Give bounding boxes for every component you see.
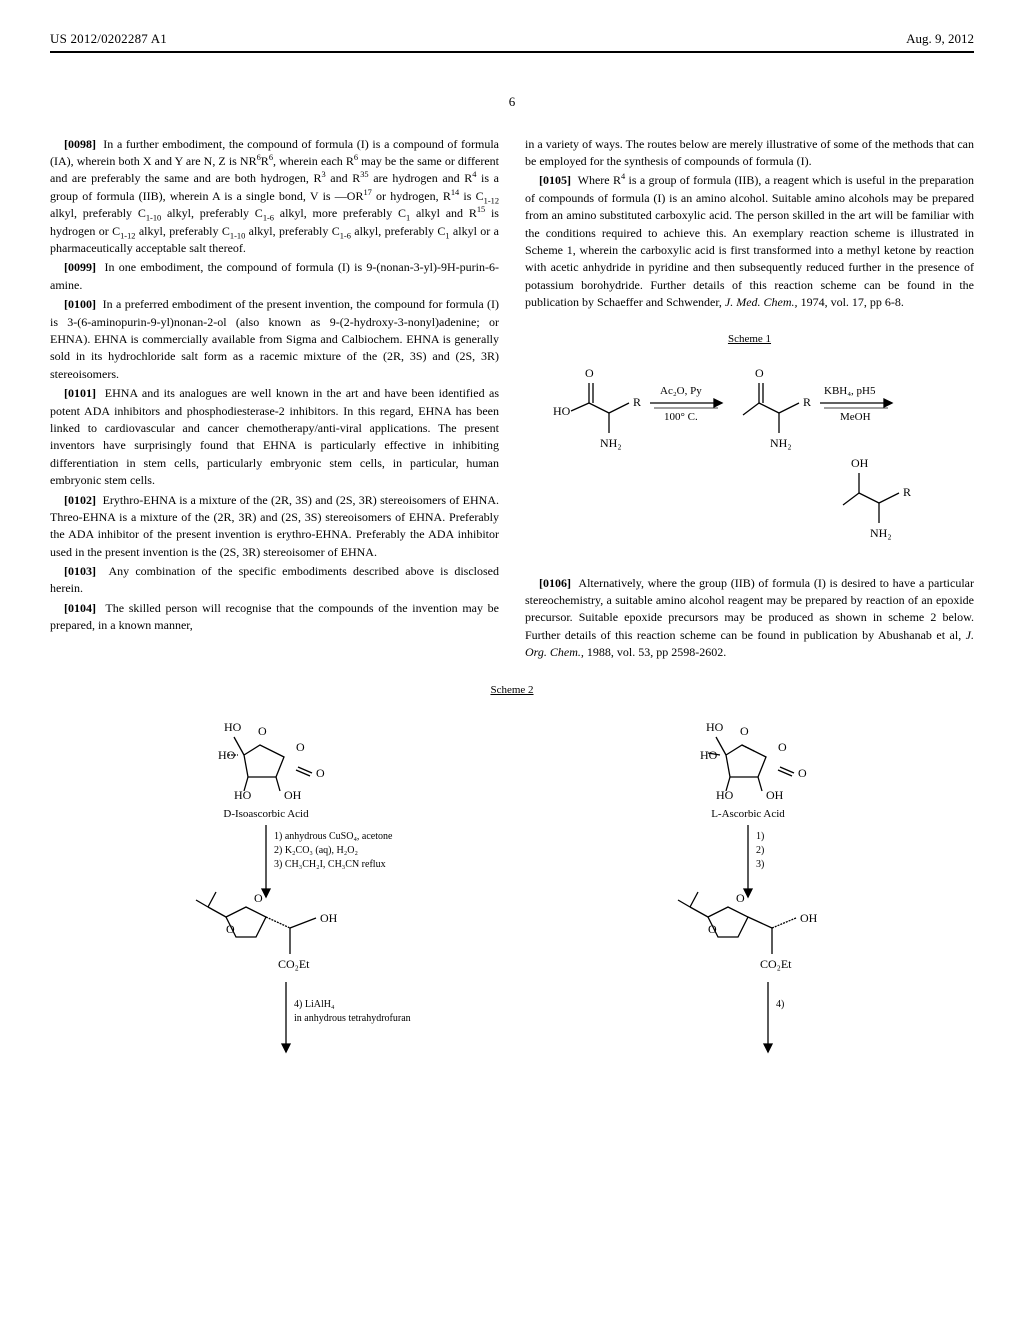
page-number: 6 xyxy=(50,93,974,112)
svg-text:Ac₂O, Py: Ac₂O, Py xyxy=(660,385,702,397)
scheme-2-label: Scheme 2 xyxy=(50,683,974,699)
svg-text:O: O xyxy=(316,766,325,780)
para-number: [0101] xyxy=(64,386,96,400)
svg-text:O: O xyxy=(254,891,263,905)
paragraph: in a variety of ways. The routes below a… xyxy=(525,136,974,171)
para-number: [0103] xyxy=(64,564,96,578)
right-column: in a variety of ways. The routes below a… xyxy=(525,136,974,664)
para-number: [0100] xyxy=(64,297,96,311)
svg-text:R: R xyxy=(633,395,641,409)
para-number: [0106] xyxy=(539,576,571,590)
svg-text:R: R xyxy=(803,395,811,409)
svg-text:MeOH: MeOH xyxy=(840,411,871,423)
svg-text:R: R xyxy=(903,485,911,499)
svg-text:HO: HO xyxy=(234,788,252,802)
svg-text:O: O xyxy=(740,724,749,738)
svg-text:KBH₄, pH5: KBH₄, pH5 xyxy=(824,385,876,397)
para-number: [0104] xyxy=(64,601,96,615)
svg-text:OH: OH xyxy=(766,788,784,802)
svg-text:3): 3) xyxy=(756,859,764,870)
svg-text:OH: OH xyxy=(320,911,338,925)
two-column-body: [0098] In a further embodiment, the comp… xyxy=(50,136,974,664)
svg-text:OH: OH xyxy=(851,456,869,470)
svg-text:HO: HO xyxy=(224,720,242,734)
svg-text:NH₂: NH₂ xyxy=(870,526,892,540)
svg-text:2) K₂CO₃ (aq), H₂O₂: 2) K₂CO₃ (aq), H₂O₂ xyxy=(274,845,358,856)
l-asc-label: L-Ascorbic Acid xyxy=(711,808,785,820)
svg-text:O: O xyxy=(258,724,267,738)
paragraph: [0103] Any combination of the specific e… xyxy=(50,563,499,598)
svg-text:4): 4) xyxy=(776,999,784,1010)
svg-text:1) anhydrous CuSO₄, acetone: 1) anhydrous CuSO₄, acetone xyxy=(274,831,393,842)
paragraph: [0102] Erythro-EHNA is a mixture of the … xyxy=(50,492,499,562)
scheme-1-label: Scheme 1 xyxy=(525,332,974,348)
para-number: [0098] xyxy=(64,137,96,151)
left-column: [0098] In a further embodiment, the comp… xyxy=(50,136,499,664)
paragraph: [0099] In one embodiment, the compound o… xyxy=(50,259,499,294)
svg-text:4) LiAlH₄: 4) LiAlH₄ xyxy=(294,999,335,1010)
svg-text:O: O xyxy=(736,891,745,905)
svg-text:HO: HO xyxy=(553,404,571,418)
paragraph: [0105] Where R4 is a group of formula (I… xyxy=(525,172,974,311)
header-bar: US 2012/0202287 A1 Aug. 9, 2012 xyxy=(50,30,974,53)
svg-text:in anhydrous tetrahydrofuran: in anhydrous tetrahydrofuran xyxy=(294,1013,411,1024)
paragraph: [0100] In a preferred embodiment of the … xyxy=(50,296,499,383)
svg-text:HO: HO xyxy=(700,748,718,762)
scheme-2-left: HO HO O O HO OH O D-Isoascorb xyxy=(50,707,492,1067)
d-iso-label: D-Isoascorbic Acid xyxy=(223,808,309,820)
paragraph: [0098] In a further embodiment, the comp… xyxy=(50,136,499,258)
svg-text:O: O xyxy=(755,366,764,380)
svg-text:O: O xyxy=(798,766,807,780)
svg-text:OH: OH xyxy=(800,911,818,925)
svg-text:2): 2) xyxy=(756,845,764,856)
scheme-2-right-svg: HO HO O O HO OH O xyxy=(598,707,908,1067)
svg-text:100° C.: 100° C. xyxy=(664,411,698,423)
svg-text:O: O xyxy=(296,740,305,754)
svg-text:NH₂: NH₂ xyxy=(600,436,622,450)
para-number: [0102] xyxy=(64,493,96,507)
svg-text:O: O xyxy=(778,740,787,754)
scheme-2-left-svg: HO HO O O HO OH O D-Isoascorb xyxy=(116,707,426,1067)
svg-text:HO: HO xyxy=(716,788,734,802)
publication-id: US 2012/0202287 A1 xyxy=(50,30,167,49)
svg-text:HO: HO xyxy=(218,748,236,762)
svg-text:CO₂Et: CO₂Et xyxy=(760,957,792,971)
publication-date: Aug. 9, 2012 xyxy=(906,30,974,49)
scheme-2-right: HO HO O O HO OH O xyxy=(532,707,974,1067)
svg-text:CO₂Et: CO₂Et xyxy=(278,957,310,971)
paragraph: [0104] The skilled person will recognise… xyxy=(50,600,499,635)
svg-text:O: O xyxy=(226,922,235,936)
svg-text:OH: OH xyxy=(284,788,302,802)
scheme-2-container: Scheme 2 HO HO O O HO xyxy=(50,683,974,1067)
svg-text:HO: HO xyxy=(706,720,724,734)
para-number: [0105] xyxy=(539,173,571,187)
paragraph: [0106] Alternatively, where the group (I… xyxy=(525,575,974,662)
para-number: [0099] xyxy=(64,260,96,274)
paragraph: [0101] EHNA and its analogues are well k… xyxy=(50,385,499,489)
svg-text:O: O xyxy=(585,366,594,380)
scheme-1-figure: HO O R NH₂ Ac₂O, Py 100° C. O R NH₂ xyxy=(525,358,974,553)
svg-text:3) CH₃CH₂I, CH₃CN reflux: 3) CH₃CH₂I, CH₃CN reflux xyxy=(274,859,386,870)
svg-text:NH₂: NH₂ xyxy=(770,436,792,450)
svg-text:1): 1) xyxy=(756,831,764,842)
svg-text:O: O xyxy=(708,922,717,936)
